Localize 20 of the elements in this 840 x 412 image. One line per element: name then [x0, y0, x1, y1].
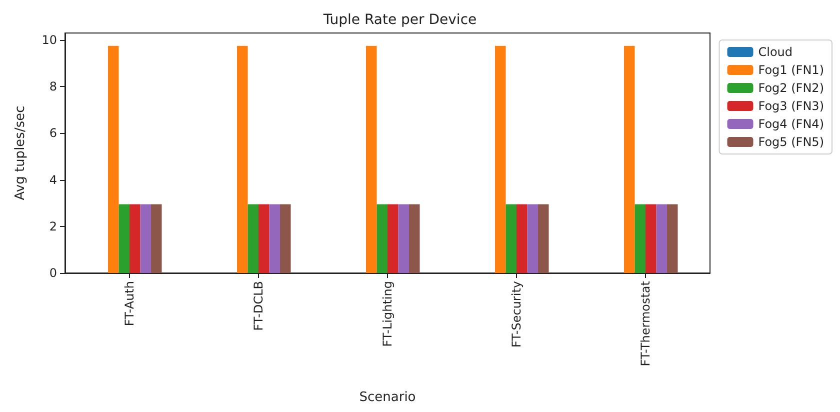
x-tick-label: FT-Lighting — [380, 281, 394, 347]
y-tick-label: 0 — [49, 266, 57, 280]
x-tick-label: FT-Thermostat — [638, 280, 652, 366]
y-tick-label: 10 — [42, 32, 57, 47]
x-tick-label: FT-Security — [510, 281, 524, 348]
legend-label: Fog2 (FN2) — [758, 81, 824, 95]
x-tick-label: FT-Auth — [122, 281, 136, 326]
legend-label: Fog1 (FN1) — [758, 63, 824, 77]
y-tick-label: 4 — [49, 172, 57, 187]
x-axis-title: Scenario — [359, 390, 416, 405]
y-tick-label: 2 — [49, 219, 57, 234]
legend-label: Cloud — [758, 45, 793, 59]
legend-label: Fog3 (FN3) — [758, 99, 824, 113]
legend-label: Fog5 (FN5) — [758, 135, 824, 149]
legend-label: Fog4 (FN4) — [758, 117, 824, 131]
chart-title: Tuple Rate per Device — [322, 12, 477, 28]
y-tick-label: 6 — [49, 126, 57, 140]
y-axis-title: Avg tuples/sec — [13, 106, 28, 200]
y-tick-label: 8 — [49, 80, 57, 94]
x-tick-label: FT-DCLB — [252, 281, 266, 331]
